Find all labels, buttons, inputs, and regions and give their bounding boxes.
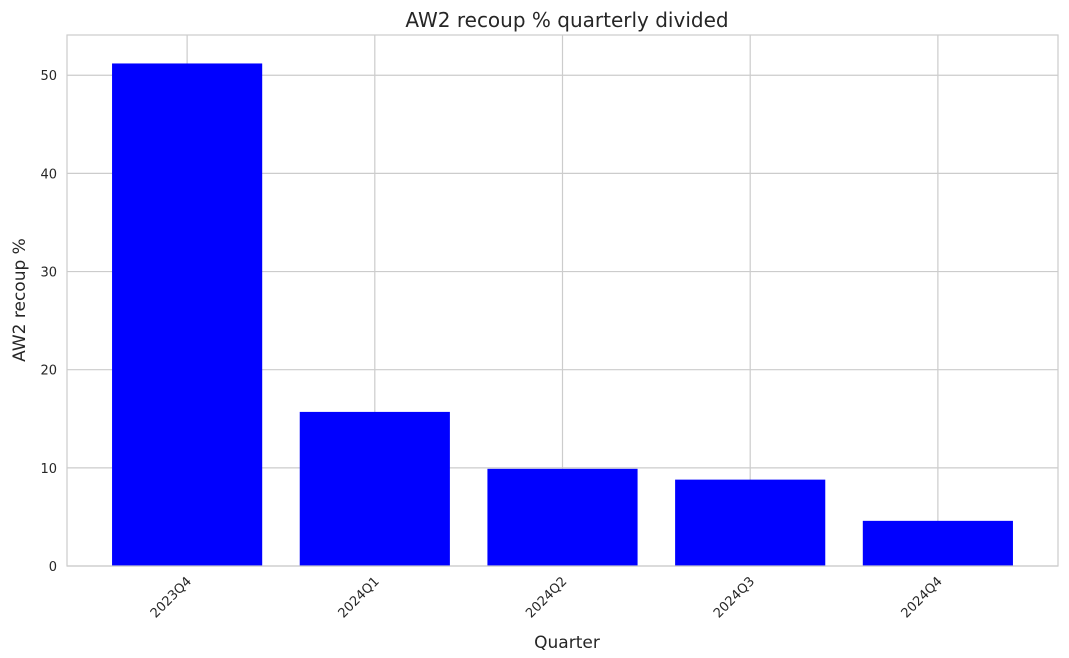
bar xyxy=(862,520,1013,566)
y-tick-label: 10 xyxy=(40,462,57,477)
x-tick-label: 2023Q4 xyxy=(148,574,195,621)
x-tick-label: 2024Q3 xyxy=(711,574,758,621)
x-tick-label: 2024Q4 xyxy=(899,574,946,621)
x-axis-label: Quarter xyxy=(534,633,600,653)
y-tick-label: 40 xyxy=(40,167,57,182)
y-tick-label: 20 xyxy=(40,364,57,379)
x-tick-label: 2024Q1 xyxy=(336,574,383,621)
bar xyxy=(487,468,638,566)
y-axis-label: AW2 recoup % xyxy=(10,238,30,362)
bar xyxy=(112,63,263,566)
chart-title: AW2 recoup % quarterly divided xyxy=(405,8,728,32)
y-tick-label: 0 xyxy=(49,560,57,575)
x-tick-label: 2024Q2 xyxy=(523,574,570,621)
y-tick-label: 30 xyxy=(40,266,57,281)
y-tick-label: 50 xyxy=(40,69,57,84)
plot-frame xyxy=(66,34,1059,567)
bar xyxy=(675,479,826,566)
bar xyxy=(299,411,450,566)
